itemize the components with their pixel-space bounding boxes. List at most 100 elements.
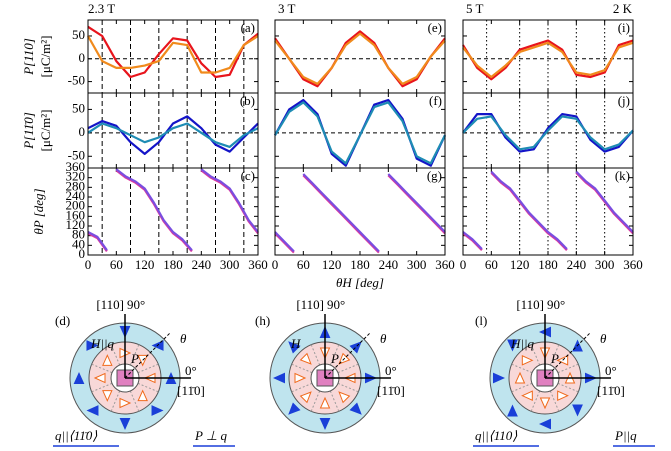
x-tick-label: 0 xyxy=(272,257,279,272)
data-line xyxy=(87,169,259,253)
x-tick-label: 0 xyxy=(460,257,467,272)
y-tick-label: 360 xyxy=(66,159,86,174)
panel: (i) xyxy=(462,19,634,94)
field-arrow xyxy=(288,402,301,415)
y-tick-label: 0 xyxy=(79,246,86,261)
angle-arrow xyxy=(544,332,591,379)
panel-frame xyxy=(87,92,259,169)
data-line xyxy=(274,173,446,253)
y-tick-label: 280 xyxy=(66,178,86,193)
field-label: 2.3 T xyxy=(88,1,115,16)
diagram: (l) [110] 90° θ 0° [11̄0] H||q Pq||⟨110⟩ P||q xyxy=(473,297,655,447)
field-arrow xyxy=(507,339,518,352)
field-arrow xyxy=(539,418,551,430)
polarization-arrow xyxy=(514,371,526,384)
temperature-label: 2 K xyxy=(613,1,633,16)
x-tick-label: 60 xyxy=(110,257,123,272)
y-tick-label: 320 xyxy=(66,169,86,184)
diagram-label: (d) xyxy=(55,313,70,328)
diagram-label: (l) xyxy=(475,313,487,328)
panel: 0 60 120 180 240 300 360 (k) xyxy=(460,167,643,272)
field-arrow xyxy=(86,340,99,351)
axis-label: [110] xyxy=(296,297,324,312)
angle-arrow xyxy=(324,332,371,379)
polarization-arrow xyxy=(338,391,351,404)
y-axis-unit: [μC/m²] xyxy=(38,110,53,152)
diagram: (d) [110] 90° θ 0° [11̄0] H||q Pq||⟨11̄0⟩ P ⊥ q xyxy=(53,297,235,447)
angle-label: 90° xyxy=(127,297,145,312)
panel-frame xyxy=(274,167,446,256)
panel-label: (i) xyxy=(618,20,630,35)
y-tick-label: 80 xyxy=(72,227,85,242)
polarization-arrow xyxy=(521,355,534,366)
x-tick-label: 0 xyxy=(85,257,92,272)
field-arrow xyxy=(319,418,331,430)
theta-label: θ xyxy=(180,331,187,346)
caption: P||q xyxy=(614,428,637,443)
x-tick-label: 240 xyxy=(379,257,399,272)
panel-label: (c) xyxy=(241,168,255,183)
y-tick-label: 240 xyxy=(66,188,86,203)
panel: -50 0 50 (a) P[110] [μC/m²] xyxy=(21,19,259,94)
field-arrow xyxy=(572,404,583,417)
polarization-arrow xyxy=(93,372,106,384)
angle-label: 0° xyxy=(185,363,197,378)
x-tick-label: 360 xyxy=(623,257,643,272)
field-arrow xyxy=(507,404,518,417)
x-tick-label: 180 xyxy=(163,257,183,272)
data-line xyxy=(462,113,634,153)
polarization-arrow xyxy=(557,390,569,401)
y-tick-label: -50 xyxy=(68,147,85,162)
x-tick-label: 240 xyxy=(567,257,587,272)
field-label: H xyxy=(290,336,301,351)
data-line xyxy=(462,115,634,151)
panel: (j) xyxy=(462,92,634,169)
data-line xyxy=(87,35,259,74)
polarization-arrow xyxy=(319,396,331,409)
field-arrow xyxy=(273,372,285,384)
x-tick-label: 120 xyxy=(135,257,155,272)
caption: P ⊥ q xyxy=(194,428,228,443)
y-axis-label: P[110] xyxy=(21,38,36,76)
x-tick-label: 360 xyxy=(248,257,268,272)
theta-label: θ xyxy=(380,331,387,346)
x-tick-label: 360 xyxy=(435,257,455,272)
field-arrow xyxy=(73,372,85,384)
field-arrow xyxy=(151,405,164,416)
polarization-arrow xyxy=(294,372,307,384)
diagram: (h) [110] 90° θ 0° [11̄0] H P xyxy=(255,297,405,434)
y-tick-label: 160 xyxy=(66,207,86,222)
panel-label: (f) xyxy=(429,93,442,108)
polarization-arrow xyxy=(137,389,148,402)
polarization-arrow xyxy=(539,397,551,410)
axis-label: [11̄0] xyxy=(597,383,625,398)
x-tick-label: 300 xyxy=(595,257,615,272)
field-arrow xyxy=(493,372,505,384)
data-line xyxy=(87,115,259,155)
y-axis-label: P[11̄0] xyxy=(21,112,36,150)
polarization-arrow xyxy=(119,397,132,409)
x-tick-label: 120 xyxy=(510,257,530,272)
panel-label: (g) xyxy=(427,168,442,183)
field-label: H||q xyxy=(90,336,115,351)
y-tick-label: 50 xyxy=(72,27,85,42)
caption: q||⟨11̄0⟩ xyxy=(55,428,97,443)
caption: q||⟨110⟩ xyxy=(475,428,517,443)
data-line xyxy=(274,174,446,254)
field-arrow xyxy=(349,402,362,415)
panel: -50 0 50 (b) P[11̄0] [μC/m²] xyxy=(21,92,259,169)
data-line xyxy=(274,30,446,88)
y-axis-unit: [μC/m²] xyxy=(38,36,53,78)
data-line xyxy=(462,39,634,81)
y-tick-label: 50 xyxy=(72,100,85,115)
field-arrow xyxy=(119,418,131,430)
panel-label: (a) xyxy=(241,20,255,35)
x-tick-label: 180 xyxy=(350,257,370,272)
axis-label: [11̄0] xyxy=(177,383,205,398)
x-tick-label: 60 xyxy=(297,257,310,272)
data-line xyxy=(87,122,259,148)
x-tick-label: 300 xyxy=(407,257,427,272)
axis-label: [11̄0] xyxy=(377,383,405,398)
